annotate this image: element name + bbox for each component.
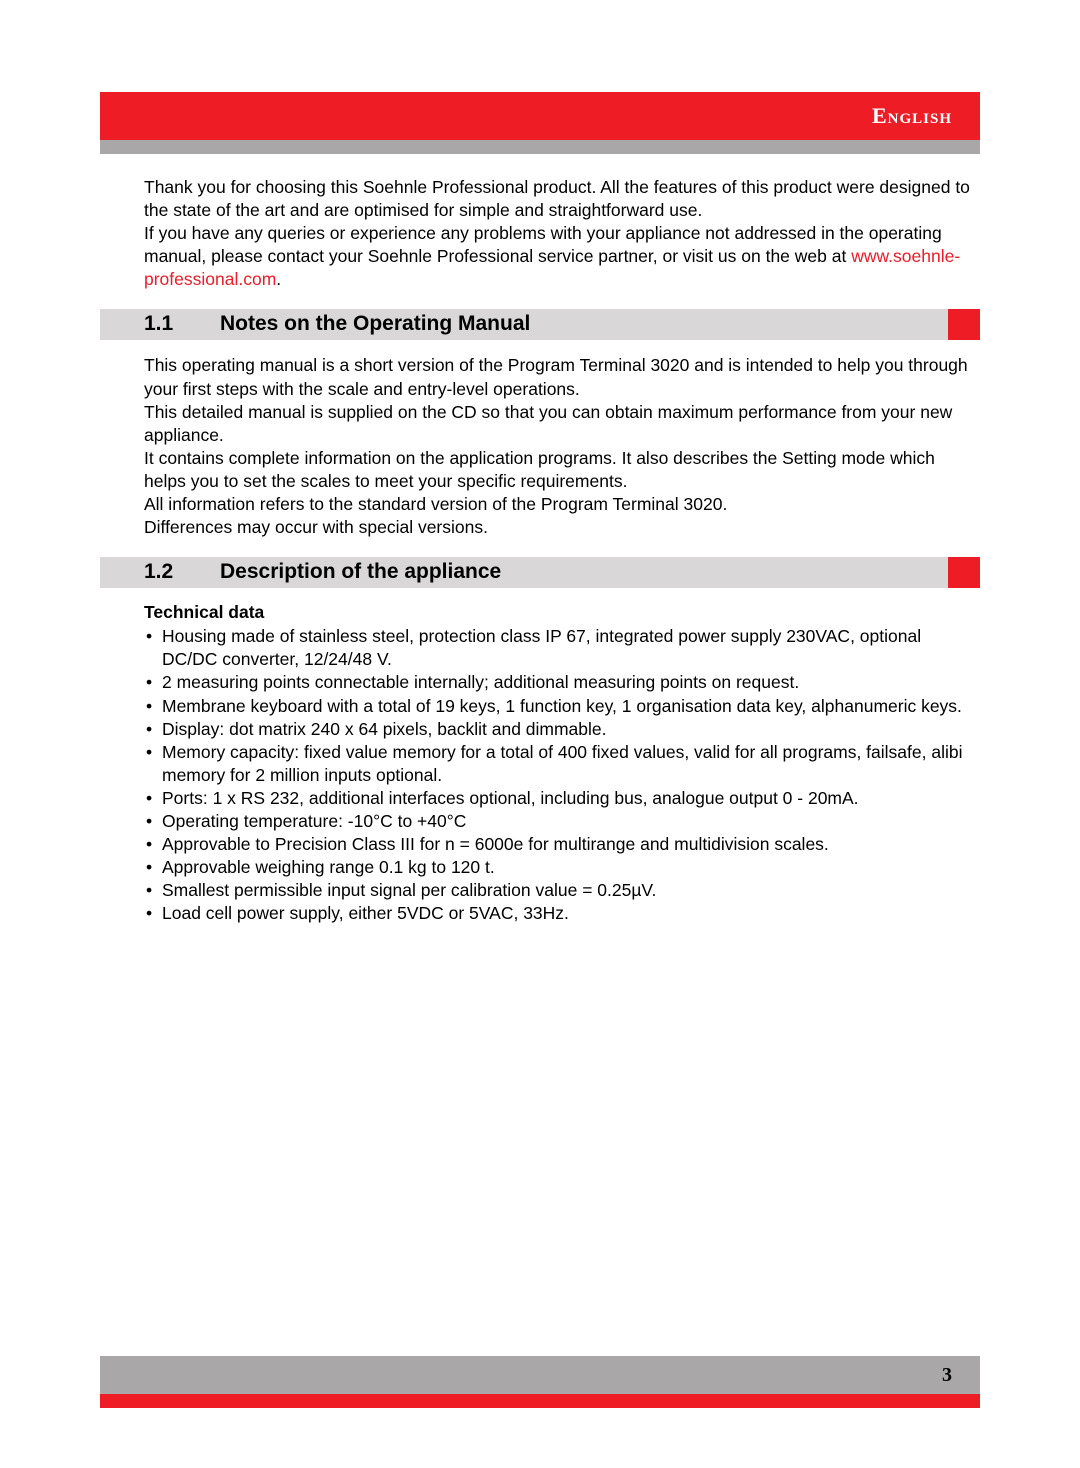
section-1-2-header: 1.2 Description of the appliance bbox=[100, 557, 980, 588]
section-red-tab bbox=[948, 557, 980, 588]
page-number: 3 bbox=[942, 1364, 952, 1387]
list-item: Load cell power supply, either 5VDC or 5… bbox=[144, 902, 970, 925]
intro-line-1: Thank you for choosing this Soehnle Prof… bbox=[144, 177, 970, 220]
page: English Thank you for choosing this Soeh… bbox=[0, 0, 1080, 1468]
list-item: Approvable to Precision Class III for n … bbox=[144, 833, 970, 856]
list-item: Housing made of stainless steel, protect… bbox=[144, 625, 970, 671]
list-item: Membrane keyboard with a total of 19 key… bbox=[144, 695, 970, 718]
section-1-1-header: 1.1 Notes on the Operating Manual bbox=[100, 309, 980, 340]
intro-line-2-post: . bbox=[276, 269, 281, 289]
list-item: Operating temperature: -10°C to +40°C bbox=[144, 810, 970, 833]
intro-line-2-pre: If you have any queries or experience an… bbox=[144, 223, 942, 266]
footer-red-bar bbox=[100, 1394, 980, 1408]
section-number: 1.1 bbox=[144, 312, 220, 336]
list-item: Memory capacity: fixed value memory for … bbox=[144, 741, 970, 787]
technical-data-list: Housing made of stainless steel, protect… bbox=[144, 625, 970, 925]
list-item: Smallest permissible input signal per ca… bbox=[144, 879, 970, 902]
language-label: English bbox=[872, 103, 952, 129]
footer-grey-bar: 3 bbox=[100, 1356, 980, 1394]
section-red-tab bbox=[948, 309, 980, 340]
section-bar: 1.2 Description of the appliance bbox=[100, 557, 948, 588]
list-item: Ports: 1 x RS 232, additional interfaces… bbox=[144, 787, 970, 810]
technical-data-subhead: Technical data bbox=[144, 602, 980, 623]
section-1-1-body: This operating manual is a short version… bbox=[144, 354, 970, 539]
section-title: Description of the appliance bbox=[220, 560, 501, 584]
list-item: Approvable weighing range 0.1 kg to 120 … bbox=[144, 856, 970, 879]
list-item: Display: dot matrix 240 x 64 pixels, bac… bbox=[144, 718, 970, 741]
intro-paragraph: Thank you for choosing this Soehnle Prof… bbox=[144, 176, 970, 291]
header-red-bar: English bbox=[100, 92, 980, 140]
section-number: 1.2 bbox=[144, 560, 220, 584]
footer: 3 bbox=[100, 1356, 980, 1408]
list-item: 2 measuring points connectable internall… bbox=[144, 671, 970, 694]
section-title: Notes on the Operating Manual bbox=[220, 312, 530, 336]
section-bar: 1.1 Notes on the Operating Manual bbox=[100, 309, 948, 340]
header-grey-bar bbox=[100, 140, 980, 154]
